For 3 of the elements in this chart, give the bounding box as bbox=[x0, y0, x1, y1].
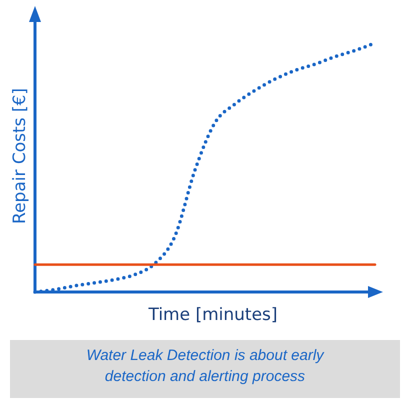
y-axis-title: Repair Costs [€] bbox=[10, 88, 30, 224]
text: Water Leak Detection is about early detection and alerting process bbox=[86, 347, 326, 385]
x-axis-title: Time [minutes] bbox=[147, 305, 278, 325]
